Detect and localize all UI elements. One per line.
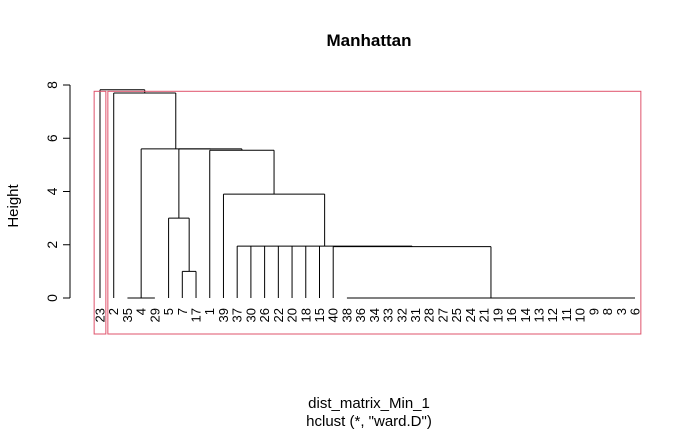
leaf-label: 4 (134, 308, 149, 315)
leaf-label: 21 (477, 308, 492, 322)
chart-title: Manhattan (327, 31, 412, 50)
leaf-label: 18 (298, 308, 313, 322)
leaf-label: 39 (216, 308, 231, 322)
leaf-label: 3 (614, 308, 629, 315)
y-tick-label: 8 (44, 81, 60, 89)
leaf-label: 32 (394, 308, 409, 322)
cluster-rectangles (93, 90, 642, 335)
leaf-label: 36 (353, 308, 368, 322)
leaf-label: 29 (147, 308, 162, 322)
leaf-label: 6 (628, 308, 643, 315)
leaf-label: 11 (559, 308, 574, 322)
y-tick-label: 6 (44, 134, 60, 142)
leaf-label: 27 (435, 308, 450, 322)
leaf-label: 15 (312, 308, 327, 322)
leaf-label: 24 (463, 308, 478, 322)
leaf-label: 33 (381, 308, 396, 322)
leaf-label: 30 (243, 308, 258, 322)
y-axis-label: Height (5, 183, 22, 227)
leaf-label: 40 (326, 308, 341, 322)
leaf-label: 20 (285, 308, 300, 322)
cluster-rect (107, 90, 642, 335)
leaf-label: 34 (367, 308, 382, 322)
leaf-label: 14 (518, 308, 533, 322)
leaf-labels: 2323542957171393730262220181540383634333… (93, 308, 643, 322)
dendrogram-tree (99, 89, 635, 299)
leaf-label: 8 (600, 308, 615, 315)
leaf-label: 26 (257, 308, 272, 322)
subtitle: hclust (*, "ward.D") (306, 413, 432, 430)
leaf-label: 2 (106, 308, 121, 315)
leaf-label: 35 (120, 308, 135, 322)
leaf-label: 17 (189, 308, 204, 322)
y-tick-label: 4 (44, 187, 60, 195)
leaf-label: 13 (531, 308, 546, 322)
leaf-label: 10 (573, 308, 588, 322)
leaf-label: 37 (230, 308, 245, 322)
leaf-label: 12 (545, 308, 560, 322)
x-axis-label: dist_matrix_Min_1 (308, 395, 430, 412)
leaf-label: 9 (586, 308, 601, 315)
leaf-label: 23 (93, 308, 108, 322)
leaf-label: 7 (175, 308, 190, 315)
cluster-rect (93, 90, 107, 335)
leaf-label: 1 (202, 308, 217, 315)
leaf-label: 31 (408, 308, 423, 322)
y-axis: 0 2 4 6 8 (44, 81, 71, 302)
leaf-label: 38 (339, 308, 354, 322)
y-tick-label: 0 (44, 294, 60, 302)
leaf-label: 28 (422, 308, 437, 322)
leaf-label: 19 (490, 308, 505, 322)
y-tick-label: 2 (44, 241, 60, 249)
leaf-label: 5 (161, 308, 176, 315)
leaf-label: 22 (271, 308, 286, 322)
leaf-label: 16 (504, 308, 519, 322)
leaf-label: 25 (449, 308, 464, 322)
